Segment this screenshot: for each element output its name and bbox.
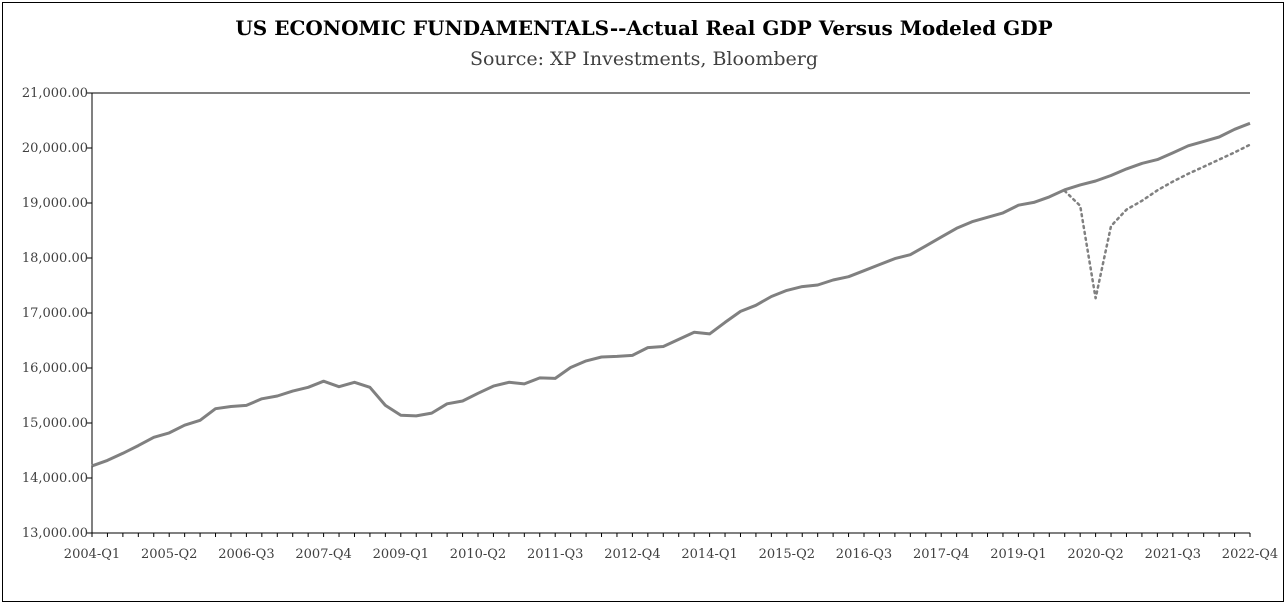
y-axis: 21,000.00 20,000.00 19,000.00 18,000.00 17,0…	[22, 86, 1250, 541]
x-tick-label: 2021-Q3	[1145, 547, 1201, 562]
x-tick-label: 2009-Q1	[373, 547, 429, 562]
chart-title: US ECONOMIC FUNDAMENTALS--Actual Real GD…	[235, 16, 1053, 40]
x-tick-label: 2015-Q2	[759, 547, 815, 562]
x-tick-label: 2017-Q4	[913, 547, 969, 562]
x-tick-label: 2004-Q1	[64, 547, 120, 562]
x-tick-label: 2020-Q2	[1067, 547, 1123, 562]
y-tick-label: 17,000.00	[22, 306, 88, 321]
x-tick-label: 2007-Q4	[295, 547, 351, 562]
x-tick-label: 2005-Q2	[141, 547, 197, 562]
x-tick-label: 2019-Q1	[990, 547, 1046, 562]
y-tick-label: 13,000.00	[22, 526, 88, 541]
x-tick-label: 2010-Q2	[450, 547, 506, 562]
x-tick-label: 2014-Q1	[681, 547, 737, 562]
modeled-gdp-line	[1063, 143, 1252, 300]
y-tick-label: 20,000.00	[22, 141, 88, 156]
x-tick-label: 2012-Q4	[604, 547, 660, 562]
y-tick-label: 21,000.00	[22, 86, 88, 101]
actual-gdp-line	[91, 121, 1251, 468]
x-tick-label: 2022-Q4	[1222, 547, 1278, 562]
y-tick-label: 18,000.00	[22, 251, 88, 266]
chart-subtitle: Source: XP Investments, Bloomberg	[469, 48, 819, 70]
y-tick-label: 14,000.00	[22, 471, 88, 486]
y-tick-label: 16,000.00	[22, 361, 88, 376]
x-tick-label: 2006-Q3	[218, 547, 274, 562]
x-tick-label: 2011-Q3	[527, 547, 583, 562]
x-tick-label: 2016-Q3	[836, 547, 892, 562]
x-axis: 2004-Q1 2005-Q2 2006-Q3 2007-Q4 2009-Q1 2010-…	[64, 532, 1278, 562]
y-tick-label: 19,000.00	[22, 196, 88, 211]
series-layer	[91, 121, 1252, 468]
y-tick-label: 15,000.00	[22, 416, 88, 431]
